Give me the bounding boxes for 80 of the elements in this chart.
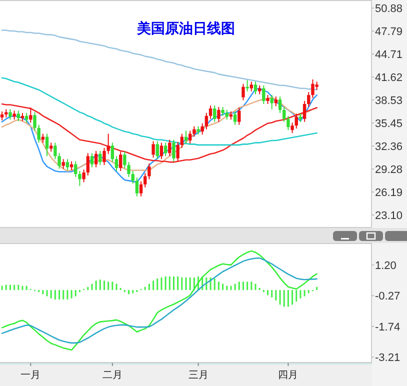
y-tick-label: 1.20: [375, 260, 396, 272]
candlestick: [302, 100, 306, 122]
candlestick: [246, 80, 249, 92]
y-tick-label: 38.53: [375, 95, 403, 108]
candlestick: [168, 139, 172, 157]
candlestick: [286, 115, 290, 131]
candlestick: [29, 107, 32, 124]
candlestick: [238, 107, 241, 126]
candlestick: [144, 172, 147, 188]
candlestick: [200, 122, 204, 136]
y-tick-label: 44.71: [375, 49, 403, 61]
candlestick: [217, 106, 220, 122]
candlestick: [131, 170, 134, 184]
y-tick-label: 50.88: [375, 3, 403, 16]
candlestick: [176, 141, 180, 162]
candlestick: [45, 133, 49, 157]
candlestick: [118, 151, 122, 172]
y-tick-label: -1.74: [375, 321, 400, 334]
candlestick: [62, 158, 65, 170]
candlestick: [180, 133, 184, 148]
candlestick: [204, 112, 208, 130]
candlestick: [86, 152, 90, 176]
candlestick: [74, 160, 78, 178]
candlestick: [262, 84, 266, 104]
candlestick: [282, 106, 286, 122]
candlestick: [152, 140, 155, 158]
y-tick-label: 47.79: [375, 26, 403, 38]
candlestick: [290, 122, 294, 134]
candlestick: [213, 104, 216, 122]
candlestick: [278, 96, 282, 114]
y-tick-label: 23.10: [375, 210, 403, 222]
text: 美国原油日线图: [136, 20, 235, 37]
candlestick: [102, 147, 106, 166]
candlestick: [110, 142, 114, 163]
x-tick-label: 三月: [188, 370, 208, 381]
candlestick: [135, 177, 139, 197]
candlestick: [82, 169, 86, 183]
candlestick: [127, 162, 130, 178]
candlestick: [94, 150, 98, 168]
candlestick: [8, 108, 12, 120]
candlestick: [33, 112, 36, 132]
x-tick-label: 二月: [102, 370, 122, 381]
x-tick-label: 四月: [278, 370, 298, 381]
candlestick: [78, 170, 82, 186]
y-tick-label: 35.45: [375, 118, 403, 130]
x-tick-label: 一月: [20, 370, 41, 381]
candlestick: [233, 110, 237, 126]
candlestick: [192, 126, 196, 138]
candlestick: [270, 94, 274, 110]
candlestick: [90, 152, 94, 168]
y-tick-label: 41.62: [375, 72, 403, 84]
candlestick: [106, 133, 110, 154]
line-series: [1, 103, 318, 163]
candlestick: [123, 151, 126, 169]
candlestick: [164, 142, 168, 157]
candlestick: [139, 180, 143, 197]
candlestick: [98, 150, 102, 166]
candlestick: [208, 104, 212, 120]
candlestick: [172, 139, 176, 162]
candlestick: [66, 158, 70, 171]
candlestick: [294, 113, 298, 130]
candlestick: [250, 81, 254, 92]
candlestick: [307, 92, 310, 108]
y-tick-label: 26.19: [375, 186, 403, 199]
candlestick: [16, 110, 20, 122]
candlestick: [160, 142, 164, 160]
candlestick: [242, 83, 245, 101]
candlestick: [156, 140, 159, 160]
candlestick: [311, 78, 314, 99]
candlestick: [188, 130, 192, 144]
y-tick-label: 29.28: [375, 164, 403, 176]
y-tick-label: -0.27: [375, 290, 400, 303]
candlestick: [254, 81, 258, 95]
candlestick: [148, 163, 151, 180]
y-tick-label: 32.36: [375, 140, 403, 153]
candlestick: [54, 142, 57, 160]
y-tick-label: -3.21: [375, 352, 400, 364]
candlestick: [114, 156, 118, 172]
candlestick: [37, 124, 40, 144]
candlestick: [58, 152, 61, 170]
